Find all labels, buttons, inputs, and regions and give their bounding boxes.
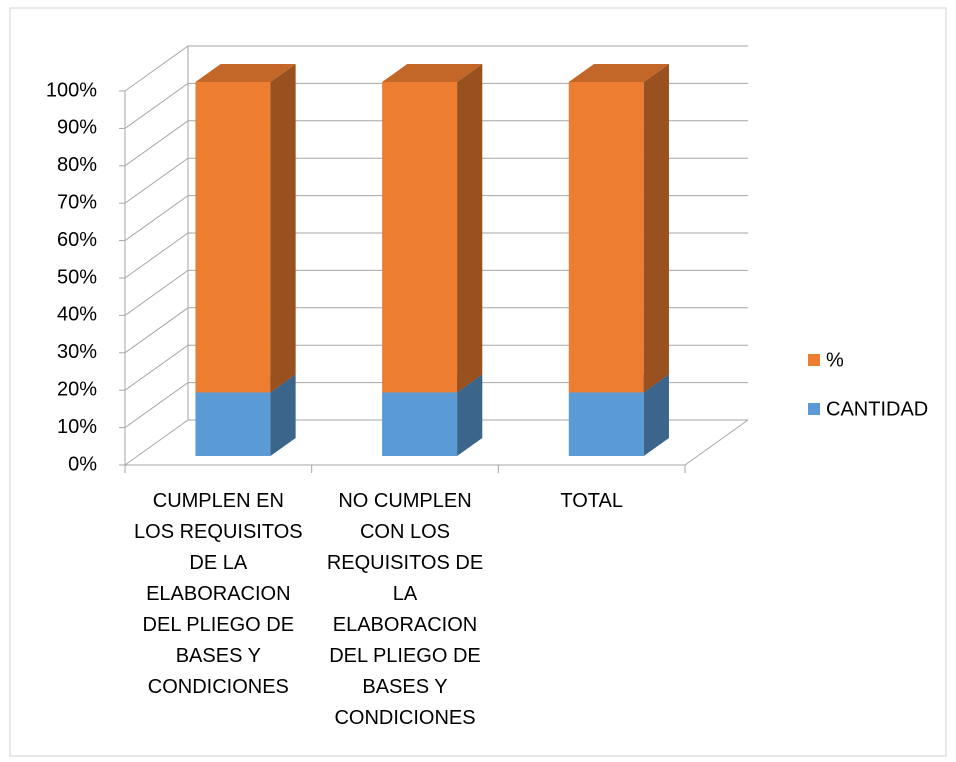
- grid-line: [124, 382, 748, 429]
- grid-line: [124, 307, 748, 354]
- bar-side: [457, 64, 483, 393]
- y-tick-label: 20%: [57, 378, 97, 400]
- legend-label: %: [826, 349, 844, 371]
- grid-line: [124, 120, 748, 167]
- grid-line: [124, 45, 748, 92]
- y-tick-label: 30%: [57, 341, 97, 363]
- y-tick-label: 40%: [57, 304, 97, 326]
- bar-side: [643, 64, 669, 393]
- grid-line: [124, 82, 748, 129]
- grid-line: [124, 419, 748, 466]
- bar: [195, 64, 296, 393]
- bar-top: [195, 64, 296, 82]
- y-tick-label: 80%: [57, 154, 97, 176]
- bar: [382, 64, 483, 393]
- grid-line: [124, 232, 748, 279]
- grid-line: [124, 269, 748, 316]
- bar-top: [568, 64, 669, 82]
- chart-border: [9, 7, 947, 757]
- y-tick-label: 70%: [57, 191, 97, 213]
- x-tick-label: CUMPLEN EN LOS REQUISITOS DE LA ELABORAC…: [134, 490, 303, 698]
- bar-side: [270, 64, 296, 393]
- legend-swatch: [808, 354, 820, 366]
- grid-line: [124, 344, 748, 391]
- bar-front: [382, 392, 458, 456]
- y-tick-label: 100%: [46, 79, 97, 101]
- y-tick-label: 50%: [57, 266, 97, 288]
- y-tick-label: 90%: [57, 117, 97, 139]
- bar-side: [643, 374, 669, 456]
- bar-front: [382, 82, 458, 393]
- bar-side: [457, 374, 483, 456]
- grid-line: [124, 157, 748, 204]
- y-tick-label: 10%: [57, 416, 97, 438]
- x-tick-label: NO CUMPLEN CON LOS REQUISITOS DE LA ELAB…: [326, 490, 484, 729]
- x-tick-label: TOTAL: [560, 490, 623, 512]
- bar: [568, 64, 669, 393]
- y-tick-label: 0%: [68, 453, 97, 475]
- legend-swatch: [808, 403, 820, 415]
- grid-line: [124, 195, 748, 242]
- bar-side: [270, 374, 296, 456]
- bar-front: [195, 82, 271, 393]
- bar-top: [382, 64, 483, 82]
- bar-front: [568, 82, 644, 393]
- bar-front: [195, 392, 271, 456]
- legend-label: CANTIDAD: [826, 398, 928, 420]
- bar-front: [568, 392, 644, 456]
- y-tick-label: 60%: [57, 229, 97, 251]
